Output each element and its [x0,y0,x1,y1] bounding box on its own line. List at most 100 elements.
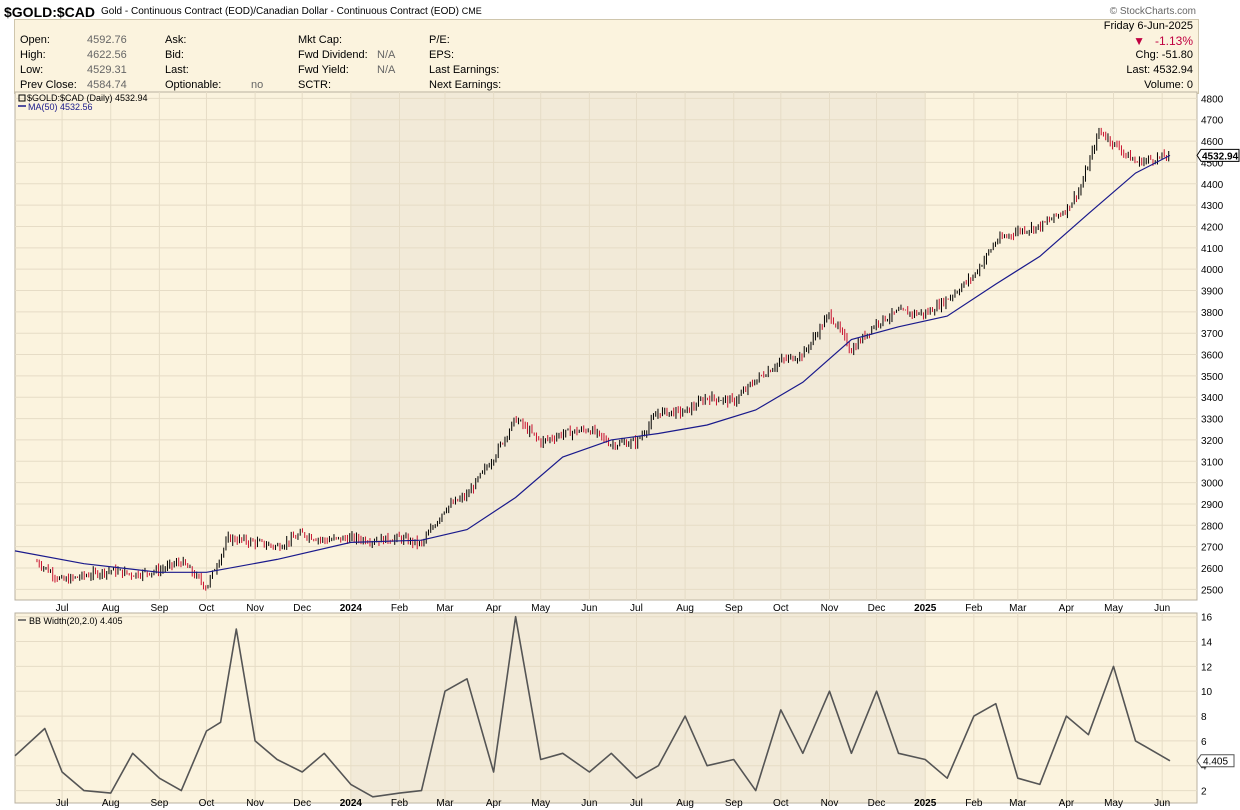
ma-legend: MA(50) 4532.56 [28,102,93,112]
price-x-label: Mar [1009,603,1027,614]
low-value: 4529.31 [87,64,127,76]
bb-x-label: Apr [1059,798,1075,809]
price-x-label: Feb [391,603,409,614]
price-y-tick: 2700 [1201,543,1224,554]
ma50-line [14,154,1171,573]
price-y-tick: 3700 [1201,329,1224,340]
change-value: Chg: -51.80 [1135,49,1193,61]
bbwidth-line [14,615,1171,798]
bb-x-label: Nov [246,798,264,809]
price-y-tick: 4200 [1201,222,1224,233]
price-x-label: Dec [868,603,886,614]
bb-y-tick: 14 [1201,638,1213,649]
bb-x-label: May [531,798,550,809]
bb-x-label: Jul [56,798,69,809]
bb-y-tick: 2 [1201,787,1207,798]
price-y-tick: 4700 [1201,116,1224,127]
bb-x-label: Feb [391,798,409,809]
low-label: Low: [20,64,44,76]
symbol-title: $GOLD:$CAD [4,4,96,20]
price-y-tick: 3800 [1201,308,1224,319]
bb-y-tick: 16 [1201,613,1213,624]
price-x-label: Nov [246,603,264,614]
price-y-tick: 3500 [1201,372,1224,383]
price-legend: $GOLD:$CAD (Daily) 4532.94 [27,93,148,103]
percent-change: ▼ -1.13% [1133,34,1193,48]
next-earnings-label: Next Earnings: [429,79,502,91]
bb-x-label: Sep [725,798,743,809]
price-x-label: Jun [1154,603,1170,614]
description-text: Gold - Continuous Contract (EOD)/Canadia… [101,6,459,17]
bb-x-label: Jul [630,798,643,809]
price-x-label: Aug [102,603,120,614]
optionable-label: Optionable: [165,79,222,91]
title-bar: $GOLD:$CAD Gold - Continuous Contract (E… [0,0,1240,24]
price-x-label: Sep [725,603,743,614]
quote-date: Friday 6-Jun-2025 [1103,20,1193,32]
price-x-label: Feb [965,603,983,614]
volume-value: Volume: 0 [1144,79,1193,91]
fwd-yield-label: Fwd Yield: [298,64,349,76]
bb-y-tick: 8 [1201,712,1207,723]
price-x-label: Apr [1059,603,1075,614]
price-last-tag [1196,148,1240,162]
price-x-label: Apr [486,603,502,614]
price-y-tick: 4800 [1201,94,1224,105]
price-y-tick: 3400 [1201,393,1224,404]
price-x-label: Sep [150,603,168,614]
price-y-tick: 4500 [1201,158,1224,169]
price-x-label: Jul [56,603,69,614]
price-y-tick: 4100 [1201,244,1224,255]
ask-label: Ask: [165,34,187,46]
bb-x-label: Feb [965,798,983,809]
price-x-label: Dec [293,603,311,614]
bb-x-label: 2024 [340,798,363,809]
price-x-label: Nov [821,603,839,614]
year-2024-shading-lower [350,614,926,802]
prev-close-label: Prev Close: [20,79,77,91]
price-x-label: 2025 [914,603,937,614]
price-x-label: Mar [436,603,454,614]
bb-x-label: Aug [676,798,694,809]
bb-y-tick: 6 [1201,737,1207,748]
bb-y-tick: 4 [1201,762,1207,773]
last-value: Last: 4532.94 [1126,64,1193,76]
bb-y-tick: 12 [1201,662,1213,673]
high-label: High: [20,49,46,61]
price-y-tick: 2800 [1201,521,1224,532]
bb-x-label: Nov [821,798,839,809]
bb-x-label: May [1104,798,1123,809]
eps-label: EPS: [429,49,455,61]
price-x-label: May [531,603,550,614]
bb-y-tick: 10 [1201,687,1213,698]
bb-x-label: Aug [102,798,120,809]
watermark-logo[interactable]: © StockCharts.com [1109,6,1196,17]
exchange-label: CME [461,6,482,16]
bb-x-label: Mar [436,798,454,809]
price-x-label: Aug [676,603,694,614]
bb-x-label: Oct [773,798,789,809]
price-y-tick: 3200 [1201,436,1224,447]
price-x-label: Oct [199,603,215,614]
bb-x-label: Oct [199,798,215,809]
price-y-tick: 2600 [1201,564,1224,575]
percent-change-value: -1.13% [1154,34,1193,48]
open-label: Open: [20,34,50,46]
bb-x-label: Mar [1009,798,1027,809]
fwd-dividend-label: Fwd Dividend: [298,49,368,61]
bb-x-label: Dec [293,798,311,809]
bid-label: Bid: [165,49,184,61]
bb-x-label: Dec [868,798,886,809]
price-y-tick: 3600 [1201,351,1224,362]
bb-x-label: Apr [486,798,502,809]
bb-legend: BB Width(20,2.0) 4.405 [29,616,123,626]
price-y-tick: 2500 [1201,585,1224,596]
pe-label: P/E: [429,34,450,46]
price-x-label: Jun [581,603,597,614]
mkt-cap-label: Mkt Cap: [298,34,343,46]
price-y-tick: 4400 [1201,180,1224,191]
symbol-description: Gold - Continuous Contract (EOD)/Canadia… [101,6,482,17]
optionable-value: no [251,79,264,91]
price-y-tick: 3000 [1201,479,1224,490]
